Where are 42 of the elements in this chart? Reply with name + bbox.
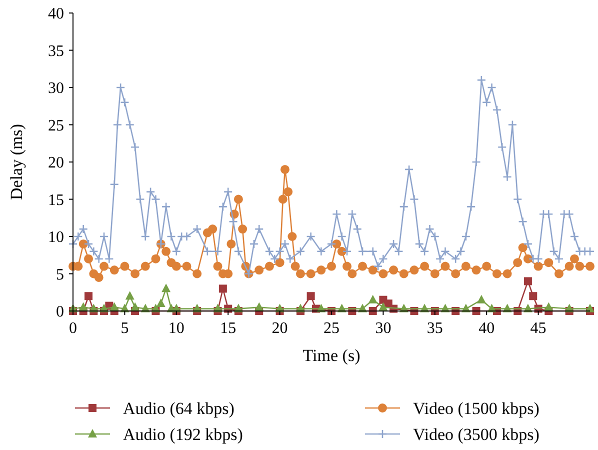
x-tick-label: 35 xyxy=(426,320,443,337)
x-tick-label: 25 xyxy=(324,320,340,337)
point xyxy=(586,304,594,312)
point xyxy=(544,302,554,311)
y-tick-label: 10 xyxy=(48,229,64,246)
x-tick-label: 40 xyxy=(478,320,495,337)
y-tick-label: 40 xyxy=(48,6,64,23)
x-tick-label: 5 xyxy=(120,320,129,337)
point xyxy=(218,284,227,293)
y-tick-label: 35 xyxy=(48,42,64,60)
x-tick-label: 10 xyxy=(168,320,184,337)
x-tick-label: 0 xyxy=(69,320,77,337)
legend-label: Audio (64 kbps) xyxy=(123,398,234,418)
point xyxy=(130,302,140,311)
y-tick-label: 30 xyxy=(48,80,64,98)
point xyxy=(254,302,264,311)
point xyxy=(125,291,134,300)
x-tick-label: 45 xyxy=(530,320,546,337)
point xyxy=(156,298,166,308)
point xyxy=(110,302,119,311)
point xyxy=(476,294,486,304)
point xyxy=(306,292,315,300)
y-tick-label: 25 xyxy=(48,117,64,134)
point xyxy=(529,292,538,300)
x-tick-label: 30 xyxy=(375,320,392,337)
point xyxy=(378,302,388,311)
point xyxy=(368,294,378,304)
point xyxy=(78,302,88,311)
legend-label: Video (1500 kbps) xyxy=(413,398,540,418)
x-tick-label: 15 xyxy=(220,320,236,337)
point xyxy=(84,292,93,300)
y-tick-label: 5 xyxy=(56,266,64,284)
legend-label: Audio (192 kbps) xyxy=(123,424,243,444)
x-axis-title: Time (s) xyxy=(302,346,360,365)
y-tick-label: 15 xyxy=(48,192,64,209)
x-tick-label: 20 xyxy=(272,320,288,337)
legend-label: Video (3500 kbps) xyxy=(413,424,540,444)
y-tick-label: 0 xyxy=(56,304,64,321)
point xyxy=(524,277,532,286)
point xyxy=(162,284,171,292)
y-tick-label: 20 xyxy=(48,154,64,172)
y-axis-title: Delay (ms) xyxy=(7,124,26,200)
